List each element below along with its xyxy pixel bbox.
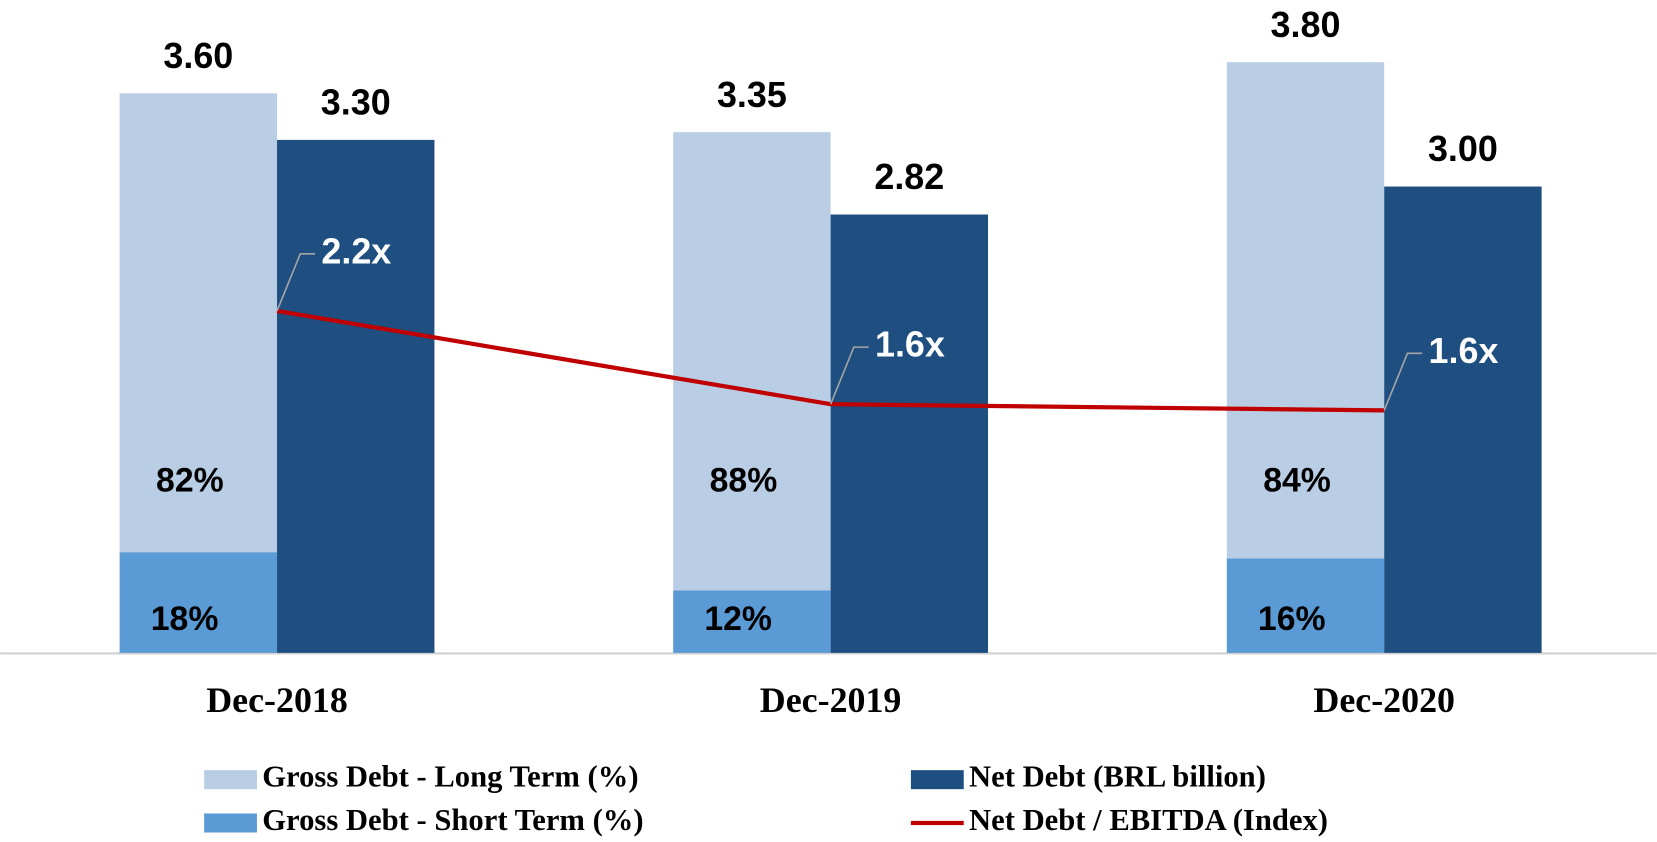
- data-label: 82%: [156, 462, 224, 500]
- legend-label: Gross Debt - Long Term (%): [262, 760, 638, 794]
- data-label: 16%: [1258, 600, 1326, 638]
- data-label: 2.82: [874, 156, 944, 197]
- data-label: 3.80: [1271, 4, 1341, 45]
- leader-line: [276, 253, 316, 312]
- bar-segment: [673, 590, 831, 653]
- bar: [1384, 186, 1542, 653]
- data-label: 84%: [1263, 462, 1331, 500]
- data-label: 12%: [704, 600, 772, 638]
- leader-line: [1383, 352, 1423, 411]
- data-label: 88%: [710, 462, 778, 500]
- bar: [277, 139, 435, 653]
- x-tick-label: Dec-2019: [760, 680, 902, 720]
- bar-segment: [1226, 558, 1385, 653]
- bar-segment: [119, 93, 278, 553]
- data-label: 1.6x: [1429, 330, 1499, 371]
- data-label: 3.30: [321, 82, 391, 123]
- legend-label: Net Debt / EBITDA (Index): [969, 803, 1328, 837]
- legend-swatch: [910, 770, 964, 790]
- bar: [830, 214, 989, 653]
- legend-swatch: [204, 770, 257, 790]
- legend-label: Net Debt (BRL billion): [969, 760, 1266, 794]
- bar-segment: [1226, 62, 1385, 559]
- data-label: 18%: [151, 600, 219, 638]
- leader-line: [829, 346, 869, 405]
- bar-segment: [673, 132, 831, 591]
- legend-swatch: [204, 813, 257, 833]
- x-tick-label: Dec-2018: [206, 680, 348, 720]
- legend-label: Gross Debt - Short Term (%): [262, 803, 643, 837]
- bar-segment: [119, 552, 278, 653]
- data-label: 3.60: [163, 35, 233, 76]
- data-label: 2.2x: [321, 230, 391, 271]
- data-label: 1.6x: [875, 324, 945, 365]
- data-label: 3.35: [717, 74, 787, 115]
- data-label: 3.00: [1428, 128, 1498, 169]
- x-tick-label: Dec-2020: [1313, 680, 1455, 720]
